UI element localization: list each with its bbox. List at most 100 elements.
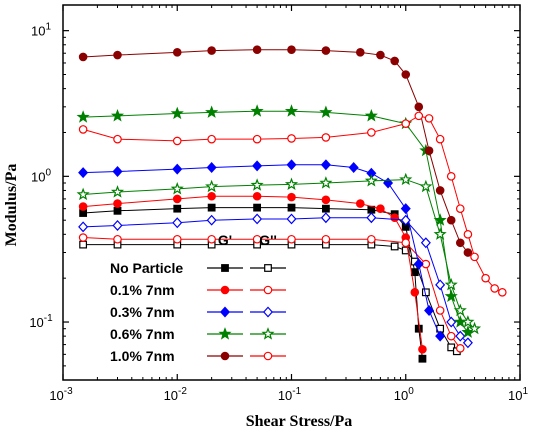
series-0-1-7nm-loss-point [78,233,88,242]
series-1-0-7nm-loss [78,111,507,297]
y-tick-label: 101 [31,22,51,39]
series-1-0-7nm-loss-point [172,136,182,146]
y-tick-label: 100 [31,167,51,184]
x-axis-title: Shear Stress/Pa [246,413,353,430]
series-0-1-7nm-storage-point [207,191,216,201]
legend-label: 1.0% 7nm [110,348,175,364]
series-1-0-7nm-storage [78,45,473,257]
series-1-0-7nm-storage-point [424,146,434,155]
series-1-0-7nm-loss-point [401,119,411,128]
series-0-6-7nm-storage-point [364,108,378,122]
series-0-6-7nm-storage-point [433,213,447,226]
series-0-3-7nm-storage-point [413,258,424,270]
series-0-1-7nm-loss-point [113,234,122,244]
series-1-0-7nm-storage-point [390,56,399,66]
series-no-particle-storage-point [113,206,122,215]
series-1-0-7nm-loss-point [414,111,424,121]
series-1-0-7nm-storage-point [321,46,331,55]
series-0-1-7nm-loss-point [172,234,182,244]
series-no-particle-storage-point [418,354,427,363]
series-0-3-7nm-loss-point [455,330,466,342]
legend-marker [264,264,272,272]
series-0-1-7nm-loss-point [401,238,411,248]
series-0-6-7nm-loss-point [250,178,264,191]
series-no-particle-storage-point [253,203,262,212]
series-0-1-7nm-loss-point [207,234,216,244]
series-0-1-7nm-storage-point [287,192,296,202]
series-1-0-7nm-storage-point [401,70,411,79]
axes: 10-3 10-2 10-1 100 101 10-1 100 101 [29,4,528,403]
series-0-3-7nm-loss-point [172,217,183,229]
series-1-0-7nm-storage-point [207,46,216,55]
series-1-0-7nm-loss-point [78,125,88,134]
series-0-6-7nm-loss-point [205,179,219,193]
series-0-3-7nm-storage-point [320,159,331,171]
legend: G' G'' No Particle 0.1% 7nm 0.3% 7nm 0.6% 7nm… [110,232,286,364]
series-0-3-7nm-storage-line [83,164,441,337]
series-1-0-7nm-storage-point [78,52,88,62]
series-0-6-7nm-loss-point [364,174,378,187]
series-0-1-7nm-storage-point [410,287,420,297]
legend-label: 0.6% 7nm [110,326,175,342]
series-1-0-7nm-loss-point [470,252,479,262]
series-1-0-7nm-loss-point [463,230,473,239]
x-tick-label: 101 [508,386,528,403]
series-1-0-7nm-storage-line [83,49,469,253]
series-1-0-7nm-loss-point [435,134,445,144]
legend-marker [221,264,229,272]
legend-label: 0.1% 7nm [110,282,175,298]
series-1-0-7nm-storage-point [435,186,445,195]
series-0-6-7nm-loss-point [419,179,433,193]
plot-area [76,45,507,363]
series-0-1-7nm-storage-point [78,202,88,211]
series-0-3-7nm-loss-point [78,221,89,233]
series-1-0-7nm-loss-point [446,172,456,181]
series-0-3-7nm-loss [78,212,473,349]
series-0-6-7nm-loss-point [284,177,299,191]
series-0-1-7nm-storage-point [390,213,399,223]
series-0-1-7nm-storage-point [321,195,331,205]
series-0-1-7nm-loss-point [435,306,445,315]
series-0-3-7nm-storage-point [112,165,123,177]
series-group [76,45,507,363]
series-0-6-7nm-storage-point [250,104,264,117]
series-0-3-7nm-storage-point [252,160,263,172]
series-0-3-7nm-storage-point [78,167,89,179]
series-0-1-7nm-storage-point [252,191,262,201]
legend-header-loss: G'' [259,232,277,248]
series-0-1-7nm-loss-point [252,234,262,244]
series-0-1-7nm-storage-point [113,199,122,208]
series-0-6-7nm-loss-point [444,277,458,291]
series-0-3-7nm-loss-point [400,214,411,226]
series-0-6-7nm-loss-point [467,321,482,335]
series-1-0-7nm-loss-point [498,287,507,297]
series-0-3-7nm-loss-point [462,337,473,349]
series-0-6-7nm-loss-point [433,227,447,240]
legend-marker [263,351,273,361]
series-0-3-7nm-loss-point [446,316,457,328]
series-0-1-7nm-storage-point [172,194,182,204]
y-tick-label: 10-1 [29,313,53,330]
series-0-3-7nm-loss-line [83,217,469,344]
series-1-0-7nm-loss-point [424,114,434,123]
legend-label: 0.3% 7nm [110,304,175,320]
series-0-3-7nm-loss-point [366,212,377,224]
series-0-3-7nm-loss-point [420,237,431,249]
series-1-0-7nm-storage-point [463,248,473,257]
series-0-3-7nm-loss-point [112,219,123,231]
series-0-6-7nm-storage-point [110,108,125,122]
series-no-particle-storage-point [207,203,216,212]
series-0-3-7nm-loss-point [435,279,446,291]
x-tick-label: 10-2 [164,386,188,403]
series-no-particle-loss-point [390,242,399,251]
series-1-0-7nm-loss-point [113,134,122,144]
series-0-6-7nm-storage-line [83,110,469,333]
legend-marker [261,327,275,340]
x-tick-label: 10-3 [49,386,73,403]
series-0-6-7nm-storage-point [319,105,333,118]
legend-marker [220,351,230,361]
series-0-1-7nm-storage [78,191,427,354]
series-no-particle-storage-point [410,268,419,277]
series-0-1-7nm-loss-point [446,331,456,341]
